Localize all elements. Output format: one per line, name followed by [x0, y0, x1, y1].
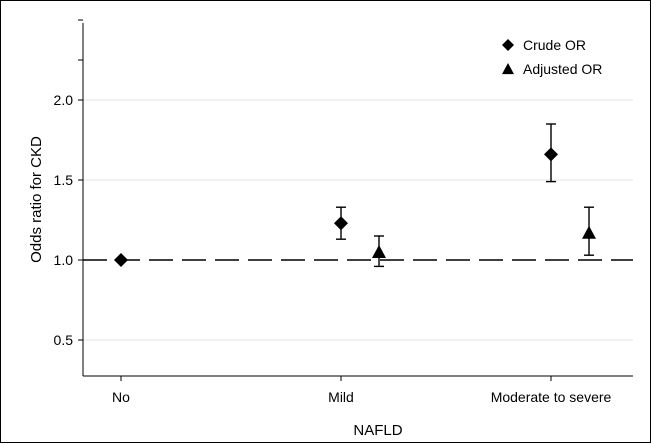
- x-ticks: No Mild Moderate to severe: [112, 376, 612, 405]
- data-marks: [114, 123, 596, 268]
- y-ticks: 0.5 1.0 1.5 2.0: [54, 19, 83, 348]
- y-axis-title: Odds ratio for CKD: [28, 136, 45, 263]
- legend-adjusted-marker: [502, 63, 514, 75]
- legend-crude-label: Crude OR: [523, 37, 586, 53]
- legend-adjusted-label: Adjusted OR: [523, 61, 602, 77]
- y-tick-label: 1.0: [54, 252, 74, 268]
- legend: Crude OR Adjusted OR: [502, 37, 602, 77]
- gridlines: [83, 99, 633, 341]
- x-tick-label: Mild: [328, 389, 354, 405]
- crude-or-point: [334, 216, 348, 231]
- x-tick-label: Moderate to severe: [491, 389, 612, 405]
- y-tick-label: 1.5: [54, 172, 74, 188]
- adjusted-or-point: [372, 245, 386, 258]
- x-tick-label: No: [112, 389, 130, 405]
- crude-or-point: [114, 253, 128, 267]
- y-tick-label: 0.5: [54, 332, 74, 348]
- legend-crude-marker: [502, 39, 514, 51]
- y-tick-label: 2.0: [54, 92, 74, 108]
- crude-or-point: [544, 147, 558, 162]
- x-axis-title: NAFLD: [353, 422, 402, 439]
- adjusted-or-point: [582, 225, 596, 239]
